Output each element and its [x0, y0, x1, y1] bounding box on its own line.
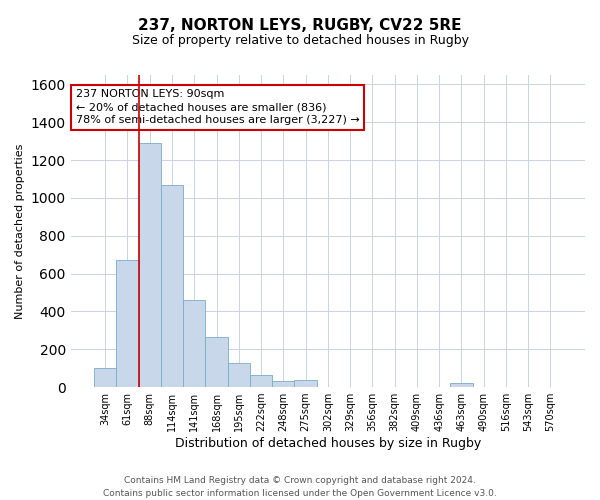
Bar — [227, 364, 250, 387]
Bar — [250, 375, 272, 387]
Text: Contains HM Land Registry data © Crown copyright and database right 2024.
Contai: Contains HM Land Registry data © Crown c… — [103, 476, 497, 498]
X-axis label: Distribution of detached houses by size in Rugby: Distribution of detached houses by size … — [175, 437, 481, 450]
Y-axis label: Number of detached properties: Number of detached properties — [15, 144, 25, 318]
Bar — [139, 143, 161, 387]
Text: 237 NORTON LEYS: 90sqm
← 20% of detached houses are smaller (836)
78% of semi-de: 237 NORTON LEYS: 90sqm ← 20% of detached… — [76, 89, 359, 126]
Bar — [205, 337, 227, 387]
Bar — [183, 300, 205, 387]
Bar — [450, 384, 473, 387]
Bar — [94, 368, 116, 387]
Text: Size of property relative to detached houses in Rugby: Size of property relative to detached ho… — [131, 34, 469, 47]
Bar — [272, 382, 295, 387]
Bar — [295, 380, 317, 387]
Text: 237, NORTON LEYS, RUGBY, CV22 5RE: 237, NORTON LEYS, RUGBY, CV22 5RE — [138, 18, 462, 32]
Bar — [161, 184, 183, 387]
Bar — [116, 260, 139, 387]
